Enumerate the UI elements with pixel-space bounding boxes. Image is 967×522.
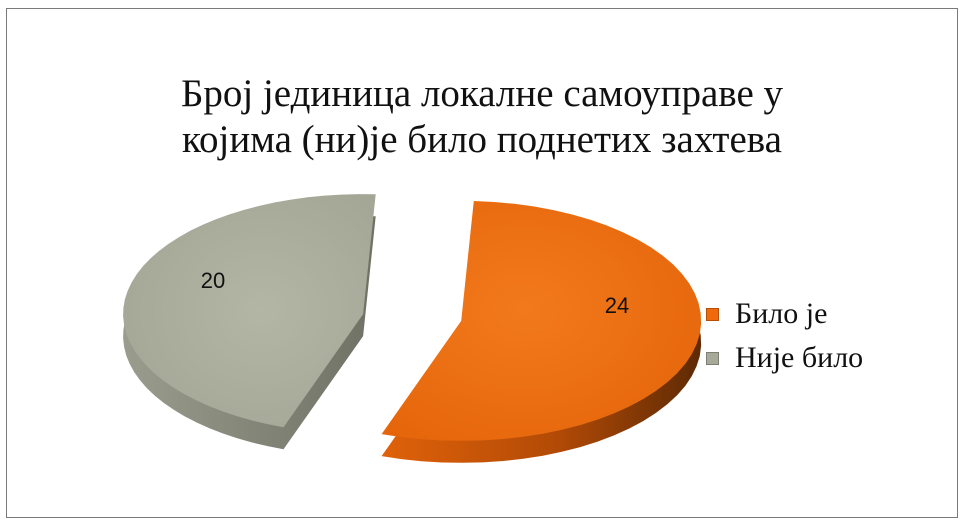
legend-label-nije-bilo: Није било: [735, 341, 864, 374]
legend-swatch-bilo-je: [706, 307, 719, 321]
chart-title-line-1: Број јединица локалне самоуправе у: [180, 72, 784, 115]
slice-nije-bilo: [123, 194, 376, 450]
slice-nije-bilo-top: [123, 194, 376, 428]
legend-item-bilo-je: Било је: [706, 292, 863, 336]
slice-bilo-je: [381, 201, 702, 463]
legend: Било је Није било: [706, 292, 863, 380]
legend-item-nije-bilo: Није било: [706, 336, 863, 380]
data-label-nije-bilo: 20: [201, 268, 225, 293]
chart-title: Број јединица локалне самоуправе у којим…: [7, 71, 957, 163]
data-label-bilo-je: 24: [605, 293, 629, 318]
legend-label-bilo-je: Било је: [735, 297, 828, 330]
chart-title-line-2: којима (ни)је било поднетих захтева: [182, 118, 782, 161]
legend-swatch-nije-bilo: [706, 351, 719, 365]
slice-bilo-je-top: [381, 201, 702, 441]
